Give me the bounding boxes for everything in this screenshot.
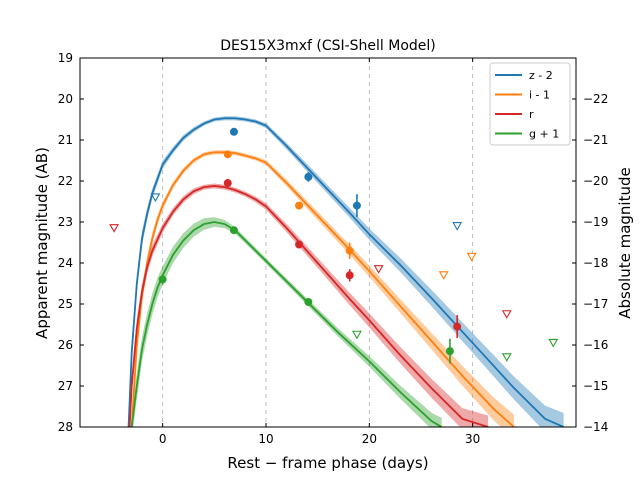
y-tick-label: 23 [58,215,73,229]
upper-limit-i-1 [438,271,449,280]
grid [162,58,474,427]
legend-label-z-2: z - 2 [529,69,553,82]
y-right-tick-label: −14 [583,420,608,434]
upper-limit-z-2 [452,222,463,231]
detection-g-1 [304,297,313,306]
y-tick-label: 26 [58,338,73,352]
detection-i-1 [345,246,354,255]
axis-ticks: 0 10 20 30 19 20 21 22 23 24 25 26 27 28 −22 −21 −20 −19 −… [58,51,609,446]
chart-title: DES15X3mxf (CSI-Shell Model) [220,38,436,54]
detection-g-1 [229,226,238,235]
upper-limit-r [373,265,384,274]
y-tick-label: 19 [58,51,73,65]
detection-i-1 [223,150,232,159]
detection-r [295,240,304,249]
y-right-tick-label: −21 [583,133,608,147]
model-line-z-2 [127,117,564,427]
upper-limit-g-1 [501,353,512,362]
model-band-i-1 [131,150,514,427]
detection-i-1 [295,201,304,210]
detection-r [453,322,462,331]
x-axis-label: Rest − frame phase (days) [227,454,428,472]
y-tick-label: 28 [58,420,73,434]
detection-z-2 [304,172,313,181]
y-right-tick-label: −22 [583,92,608,106]
plot-frame [79,57,577,428]
y-right-tick-label: −15 [583,379,608,393]
upper-limit-i-1 [466,252,477,262]
legend-label-r: r [529,108,534,121]
upper-limit-g-1 [548,338,559,348]
y-tick-label: 24 [58,256,73,270]
legend-frame [489,62,571,146]
y-right-tick-label: −19 [583,215,608,229]
detection-g-1 [158,275,167,284]
detection-r [223,179,232,188]
y-tick-label: 22 [58,174,73,188]
upper-limit-r [109,224,120,233]
y-right-tick-label: −17 [583,297,608,311]
y-right-tick-label: −16 [583,338,608,352]
model-bands [128,116,564,427]
y-right-tick-label: −18 [583,256,608,270]
model-band-z-2 [128,116,564,427]
detection-r [345,271,354,280]
y-right-tick-label: −20 [583,174,608,188]
x-tick-label: 20 [362,432,377,446]
upper-limit-r [501,310,512,319]
legend: z - 2 i - 1 r g + 1 [489,62,571,146]
detection-g-1 [445,347,454,356]
x-tick-label: 30 [465,432,480,446]
y-tick-label: 20 [58,92,73,106]
y-tick-label: 21 [58,133,73,147]
model-line-g-1 [130,221,443,427]
x-tick-label: 0 [159,432,167,446]
y-axis-label: Apparent magnitude (AB) [33,147,51,339]
upper-limit-g-1 [351,330,362,340]
y-right-axis-label: Absolute magnitude [616,167,634,318]
model-band-r [129,183,489,427]
legend-label-g-1: g + 1 [529,128,559,141]
detection-z-2 [352,201,361,210]
y-tick-label: 25 [58,297,73,311]
x-tick-label: 10 [258,432,273,446]
model-band-g-1 [131,217,442,427]
upper-limit-z-2 [150,193,161,203]
legend-label-i-1: i - 1 [529,89,550,102]
data-points [109,127,559,364]
detection-z-2 [229,127,238,136]
model-line-r [128,185,489,427]
y-tick-label: 27 [58,379,73,393]
